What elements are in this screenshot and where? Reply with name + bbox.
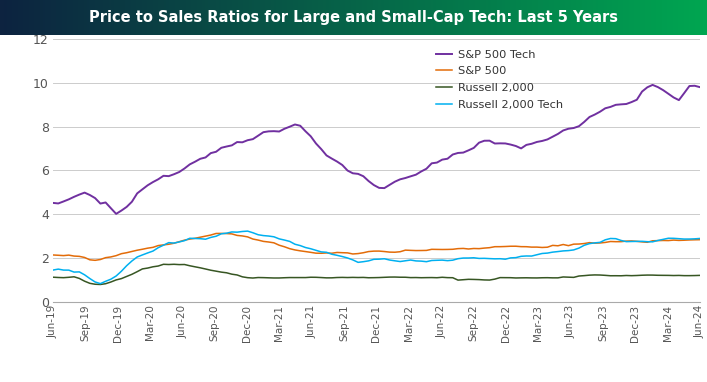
Text: Price to Sales Ratios for Large and Small-Cap Tech: Last 5 Years: Price to Sales Ratios for Large and Smal… [89,10,618,25]
S&P 500 [96,257,105,262]
Russell 2,000 Tech [249,230,257,235]
Russell 2,000 [96,282,105,287]
S&P 500 Tech [91,196,100,201]
Russell 2,000 [433,275,441,280]
S&P 500 Tech [648,83,657,87]
Legend: S&P 500 Tech, S&P 500, Russell 2,000, Russell 2,000 Tech: S&P 500 Tech, S&P 500, Russell 2,000, Ru… [434,47,565,112]
Russell 2,000 Tech [175,240,184,244]
S&P 500 Tech [428,161,436,166]
S&P 500 [217,231,226,236]
Line: Russell 2,000 Tech: Russell 2,000 Tech [53,231,700,283]
S&P 500 [249,237,257,241]
S&P 500 Tech [243,138,252,142]
Russell 2,000 [180,262,189,267]
Russell 2,000 [696,273,704,278]
S&P 500 Tech [112,212,120,216]
S&P 500 [433,247,441,252]
Russell 2,000 Tech [91,280,100,284]
S&P 500 Tech [49,201,57,205]
Russell 2,000 Tech [433,258,441,262]
Russell 2,000 [91,282,100,286]
S&P 500 [54,253,62,257]
Russell 2,000 [170,262,178,267]
S&P 500 [344,251,352,255]
S&P 500 [49,253,57,257]
Russell 2,000 Tech [344,256,352,260]
S&P 500 [175,240,184,244]
Line: S&P 500: S&P 500 [53,233,700,260]
Russell 2,000 [49,275,57,280]
Russell 2,000 Tech [96,281,105,286]
Russell 2,000 Tech [696,236,704,241]
S&P 500 Tech [175,170,184,174]
S&P 500 Tech [54,201,62,206]
Line: S&P 500 Tech: S&P 500 Tech [53,85,700,214]
S&P 500 [696,237,704,242]
Russell 2,000 [249,276,257,280]
S&P 500 Tech [338,163,346,167]
S&P 500 [91,258,100,262]
Russell 2,000 Tech [54,267,62,272]
Russell 2,000 Tech [49,268,57,272]
Russell 2,000 [344,275,352,280]
Russell 2,000 Tech [243,229,252,233]
S&P 500 Tech [696,85,704,89]
Russell 2,000 [54,275,62,280]
Line: Russell 2,000: Russell 2,000 [53,264,700,285]
